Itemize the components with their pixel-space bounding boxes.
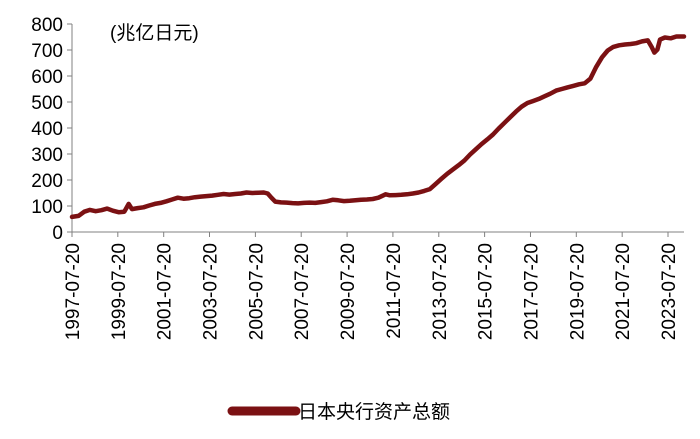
y-tick-label: 500	[31, 93, 63, 114]
y-tick-label: 700	[31, 41, 63, 62]
y-tick-label: 0	[52, 223, 63, 244]
y-tick-label: 400	[31, 119, 63, 140]
x-axis: 1997-07-20 1999-07-20 2001-07-20 2003-07-20…	[63, 231, 684, 340]
legend-label: 日本央行资产总额	[298, 401, 450, 423]
x-tick-label: 2019-07-20	[567, 243, 588, 340]
x-tick-label: 2001-07-20	[155, 243, 176, 340]
y-tick-label: 300	[31, 145, 63, 166]
x-tick-label: 2017-07-20	[521, 243, 542, 340]
x-tick-label: 2023-07-20	[659, 243, 680, 340]
unit-label: (兆亿日元)	[110, 22, 199, 44]
series-line	[69, 34, 687, 220]
y-tick-label: 600	[31, 67, 63, 88]
y-tick-label: 100	[31, 197, 63, 218]
legend: 日本央行资产总额	[227, 401, 450, 423]
x-tick-label: 2021-07-20	[613, 243, 634, 340]
y-tick-label: 800	[31, 15, 63, 36]
x-tick-label: 2013-07-20	[430, 243, 451, 340]
x-tick-label: 2015-07-20	[476, 243, 497, 340]
x-tick-label: 1997-07-20	[63, 243, 84, 340]
series-layer	[69, 34, 687, 220]
x-tick-label: 2005-07-20	[246, 243, 267, 340]
x-tick-label: 2009-07-20	[338, 243, 359, 340]
x-tick-label: 1999-07-20	[109, 243, 130, 340]
x-tick-label: 2011-07-20	[384, 243, 405, 339]
y-axis: 0 100 200 300 400 500 600 700 800	[31, 15, 73, 244]
x-tick-label: 2003-07-20	[201, 243, 222, 340]
x-tick-label: 2007-07-20	[292, 243, 313, 340]
y-tick-label: 200	[31, 171, 63, 192]
